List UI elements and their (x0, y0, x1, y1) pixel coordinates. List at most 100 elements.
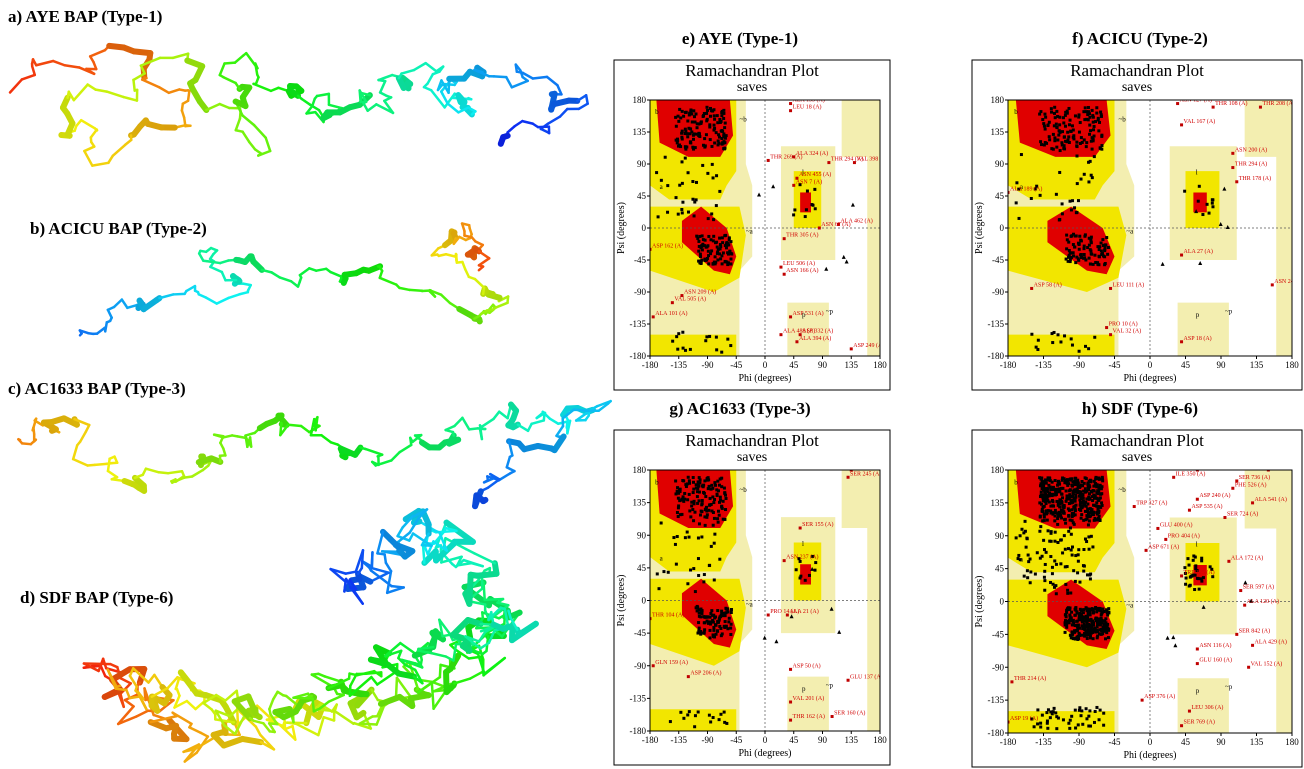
residue-point (1046, 491, 1049, 494)
coil (462, 418, 469, 430)
residue-point (1042, 489, 1045, 492)
residue-point (1090, 253, 1093, 256)
residue-point (1099, 111, 1102, 114)
residue-point (1211, 202, 1214, 205)
residue-point (1198, 588, 1201, 591)
residue-point (1045, 551, 1048, 554)
residue-point (1091, 109, 1094, 112)
residue-point (718, 558, 721, 561)
residue-point (1044, 563, 1047, 566)
residue-point (716, 517, 719, 520)
residue-point (677, 213, 680, 216)
residue-point (712, 524, 715, 527)
residue-label: PRO 404 (A) (1168, 532, 1200, 539)
coil (107, 92, 124, 97)
residue-point (707, 476, 710, 479)
beta-strand (495, 563, 497, 574)
residue-point (1082, 548, 1085, 551)
residue-label: ASP 58 (A) (1034, 281, 1062, 288)
residue-point (1030, 197, 1033, 200)
residue-point (1082, 490, 1085, 493)
x-tick-label: 90 (1217, 360, 1227, 370)
residue-point (1075, 211, 1078, 214)
allowed-region (650, 335, 736, 356)
x-tick-label: -135 (671, 735, 688, 745)
residue-point (1081, 723, 1084, 726)
residue-point (1086, 631, 1089, 634)
residue-point (701, 502, 704, 505)
residue-point (1044, 128, 1047, 131)
residue-label: ASP 19 (A) (1010, 715, 1038, 722)
coil (97, 328, 105, 334)
residue-point (1053, 106, 1056, 109)
residue-point (666, 184, 669, 187)
coil (399, 288, 409, 290)
coil (432, 683, 434, 709)
residue-point (710, 609, 713, 612)
residue-point (702, 491, 705, 494)
residue-point (657, 215, 660, 218)
residue-point (1054, 531, 1057, 534)
residue-point (1103, 627, 1106, 630)
residue-point (1057, 480, 1060, 483)
x-tick-label: -45 (1109, 360, 1121, 370)
residue-point (719, 245, 722, 248)
residue-point (1071, 623, 1074, 626)
residue-point (698, 491, 701, 494)
residue-point (712, 218, 715, 221)
residue-point (1067, 722, 1070, 725)
residue-label: ASP 18 (A) (1184, 335, 1212, 342)
residue-point (677, 492, 680, 495)
coil (300, 268, 309, 275)
coil (372, 690, 378, 700)
residue-point (1197, 200, 1200, 203)
residue-point (688, 479, 691, 482)
beta-strand (242, 739, 260, 742)
residue-point (708, 564, 711, 567)
residue-point (1089, 636, 1092, 639)
residue-point (1053, 112, 1056, 115)
residue-point (1023, 575, 1026, 578)
coil (494, 412, 500, 419)
residue-point (1026, 569, 1029, 572)
region-label: ~a (746, 600, 754, 608)
residue-point (703, 146, 706, 149)
residue-point (1069, 526, 1072, 529)
residue-point (1027, 554, 1030, 557)
residue-point (1189, 584, 1192, 587)
residue-point (1064, 583, 1067, 586)
residue-point (706, 513, 709, 516)
residue-point (1062, 718, 1065, 721)
y-tick-label: 90 (995, 531, 1005, 541)
residue-point (1042, 539, 1045, 542)
residue-point (710, 212, 713, 215)
residue-point (685, 111, 688, 114)
coil (380, 278, 397, 285)
coil (586, 95, 588, 103)
residue-point (1076, 571, 1079, 574)
beta-strand (449, 436, 453, 444)
residue-point (684, 483, 687, 486)
coil (294, 698, 313, 699)
residue-point (1079, 142, 1082, 145)
residue-point (712, 629, 715, 632)
residue-point (683, 492, 686, 495)
residue-point (1087, 161, 1090, 164)
residue-point (697, 557, 700, 560)
residue-point (1041, 519, 1044, 522)
residue-point (1026, 537, 1029, 540)
residue-point (1095, 629, 1098, 632)
residue-point (690, 504, 693, 507)
residue-point (1054, 711, 1057, 714)
coil (81, 120, 95, 128)
residue-point (709, 612, 712, 615)
residue-label: PRO 10 (A) (1109, 321, 1138, 328)
residue-point (1068, 123, 1071, 126)
residue-point (1098, 718, 1101, 721)
beta-strand (433, 631, 435, 647)
residue-point (1080, 517, 1083, 520)
residue-point (1091, 176, 1094, 179)
residue-point (716, 258, 719, 261)
residue-point (692, 134, 695, 137)
residue-point (700, 510, 703, 513)
